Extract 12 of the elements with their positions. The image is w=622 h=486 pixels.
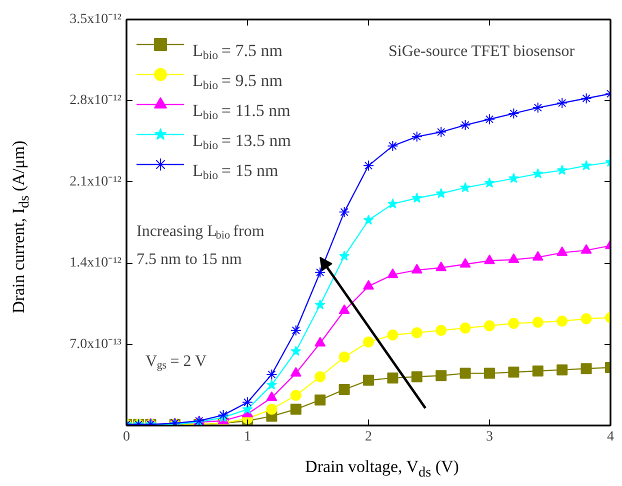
y-tick-label: 7.0x10⁻¹³ — [70, 336, 122, 352]
x-axis-title: Drain voltage, V$_{ds}$ (V) — [305, 456, 459, 482]
x-tick-label: 2 — [365, 430, 372, 444]
x-tick-label: 1 — [244, 430, 251, 444]
x-tick-label: 0 — [123, 430, 130, 444]
y-tick-label: 2.8x10⁻¹² — [70, 93, 122, 108]
x-tick-label: 4 — [607, 430, 614, 444]
annotation: SiGe-source TFET biosensor — [388, 43, 576, 60]
y-tick-label: 1.4x10⁻¹² — [70, 256, 122, 271]
y-tick-label: 3.5x10⁻¹² — [70, 12, 122, 27]
x-tick-label: 3 — [486, 430, 493, 444]
y-tick-label: 2.1x10⁻¹² — [70, 174, 122, 190]
